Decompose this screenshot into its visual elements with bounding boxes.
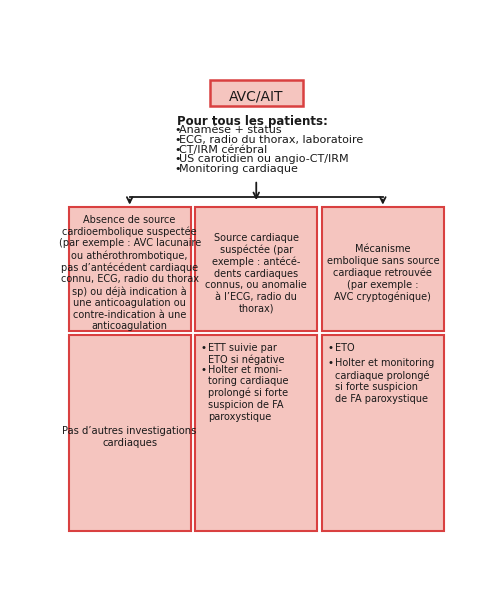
Text: ECG, radio du thorax, laboratoire: ECG, radio du thorax, laboratoire (179, 135, 363, 145)
Text: US carotidien ou angio-CT/IRM: US carotidien ou angio-CT/IRM (179, 154, 348, 165)
FancyBboxPatch shape (68, 335, 190, 531)
Text: ETT suivie par
ETO si négative: ETT suivie par ETO si négative (208, 343, 285, 365)
Text: Mécanisme
embolique sans source
cardiaque retrouvée
(par exemple :
AVC cryptogén: Mécanisme embolique sans source cardiaqu… (326, 244, 439, 302)
Text: Pour tous les patients:: Pour tous les patients: (177, 116, 328, 128)
Text: Pas d’autres investigations
cardiaques: Pas d’autres investigations cardiaques (62, 426, 197, 447)
FancyBboxPatch shape (322, 207, 444, 330)
Text: •: • (200, 365, 206, 374)
Text: Holter et monitoring
cardiaque prolongé
si forte suspicion
de FA paroxystique: Holter et monitoring cardiaque prolongé … (335, 358, 434, 404)
Text: •: • (175, 135, 182, 145)
Text: Holter et moni-
toring cardiaque
prolongé si forte
suspicion de FA
paroxystique: Holter et moni- toring cardiaque prolong… (208, 365, 289, 421)
Text: •: • (175, 145, 182, 155)
Text: Anamèse + status: Anamèse + status (179, 125, 282, 136)
Text: •: • (328, 358, 334, 368)
FancyBboxPatch shape (210, 80, 303, 106)
Text: •: • (175, 125, 182, 136)
Text: Absence de source
cardioembolique suspectée
(par exemple : AVC lacunaire
ou athé: Absence de source cardioembolique suspec… (58, 215, 201, 331)
Text: Source cardiaque
suspéctée (par
exemple : antécé-
dents cardiaques
connus, ou an: Source cardiaque suspéctée (par exemple … (206, 233, 307, 314)
Text: •: • (200, 343, 206, 353)
Text: •: • (328, 343, 334, 353)
FancyBboxPatch shape (68, 207, 190, 330)
FancyBboxPatch shape (322, 335, 444, 531)
Text: CT/IRM cérébral: CT/IRM cérébral (179, 145, 267, 155)
FancyBboxPatch shape (196, 207, 317, 330)
Text: •: • (175, 154, 182, 165)
Text: •: • (175, 164, 182, 174)
Text: AVC/AIT: AVC/AIT (229, 90, 283, 104)
Text: ETO: ETO (335, 343, 354, 353)
FancyBboxPatch shape (196, 335, 317, 531)
Text: Monitoring cardiaque: Monitoring cardiaque (179, 164, 298, 174)
